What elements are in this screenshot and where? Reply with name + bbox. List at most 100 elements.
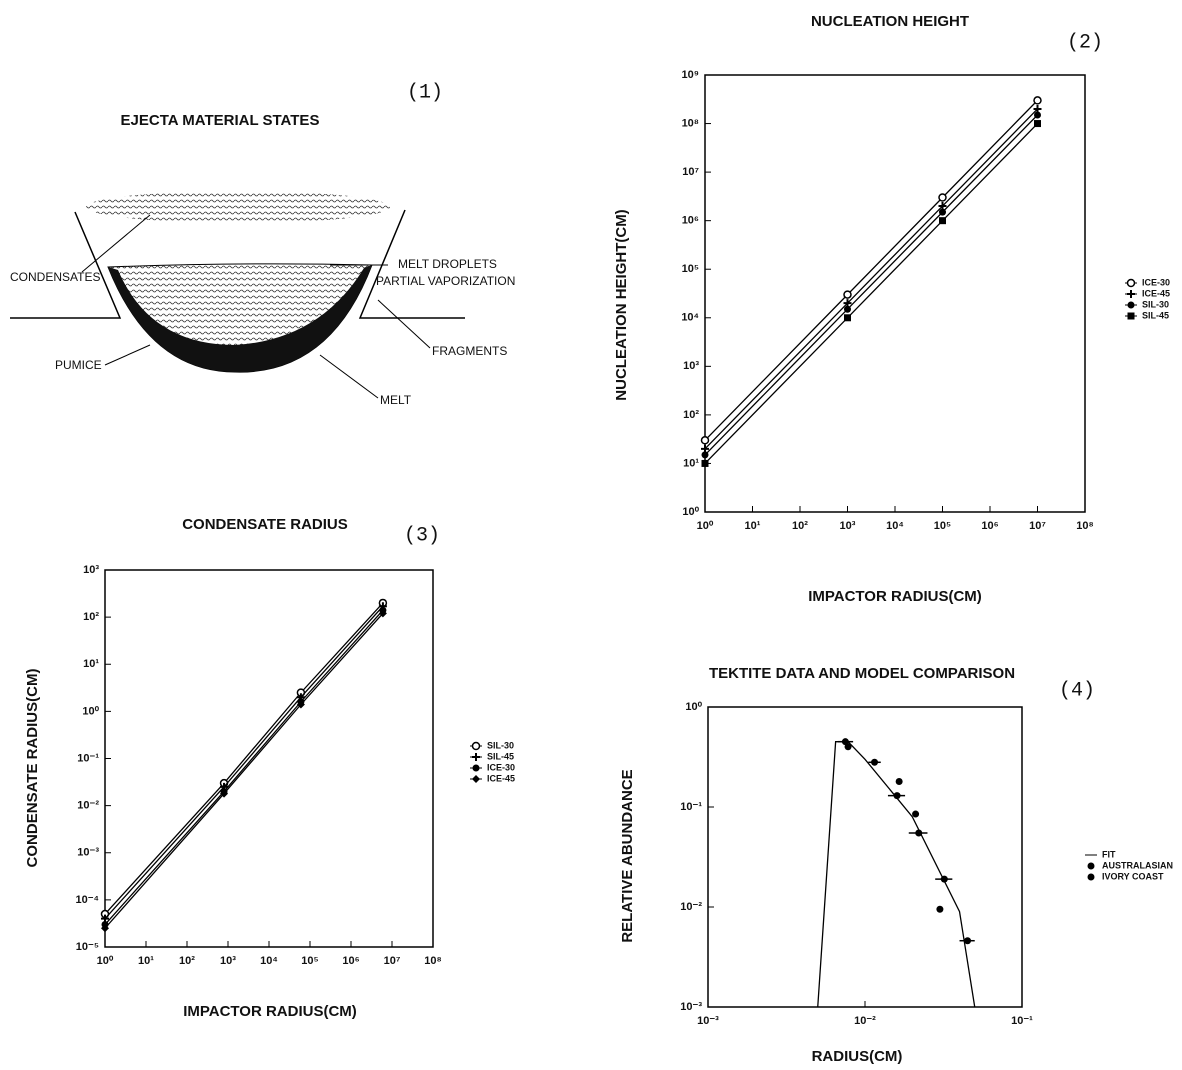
marker bbox=[940, 875, 948, 883]
legend-label: FIT bbox=[1102, 849, 1116, 859]
diagram-label: PUMICE bbox=[55, 358, 102, 372]
y-tick-label: 10⁻² bbox=[680, 901, 702, 913]
x-tick-label: 10⁵ bbox=[934, 520, 951, 532]
series-line bbox=[104, 612, 384, 929]
series-line bbox=[104, 609, 384, 925]
x-tick-label: 10⁵ bbox=[301, 955, 318, 967]
legend-label: SIL-30 bbox=[1142, 299, 1169, 309]
legend-label: ICE-30 bbox=[487, 762, 515, 772]
diagram-label: PARTIAL VAPORIZATION bbox=[376, 274, 515, 288]
legend-label: SIL-30 bbox=[487, 740, 514, 750]
x-tick-label: 10¹ bbox=[745, 520, 761, 532]
legend-label: AUSTRALASIAN bbox=[1102, 860, 1173, 870]
x-tick-label: 10⁻³ bbox=[697, 1015, 719, 1027]
chart-title: CONDENSATE RADIUS bbox=[182, 516, 348, 533]
marker bbox=[964, 937, 972, 945]
series-line bbox=[704, 99, 1038, 441]
leader-lines bbox=[81, 214, 431, 399]
x-tick-label: 10⁶ bbox=[981, 520, 998, 532]
marker bbox=[912, 810, 920, 818]
legend-marker bbox=[472, 753, 480, 761]
plot-frame bbox=[104, 569, 434, 948]
y-tick-label: 10⁹ bbox=[682, 69, 699, 81]
x-tick-label: 10² bbox=[179, 955, 195, 967]
y-axis-label: CONDENSATE RADIUS(CM) bbox=[24, 669, 41, 868]
y-tick-label: 10² bbox=[683, 409, 699, 421]
diagram-label: MELT bbox=[380, 393, 412, 407]
legend-label: SIL-45 bbox=[487, 751, 514, 761]
legend-label: ICE-45 bbox=[487, 773, 515, 783]
marker bbox=[701, 459, 709, 467]
chart-title: TEKTITE DATA AND MODEL COMPARISON bbox=[709, 665, 1015, 682]
panel-label: (2) bbox=[1067, 31, 1103, 54]
legend-label: IVORY COAST bbox=[1102, 871, 1164, 881]
plot-frame bbox=[704, 74, 1086, 513]
x-tick-label: 10³ bbox=[840, 520, 856, 532]
legend-marker bbox=[471, 741, 481, 751]
marker bbox=[220, 789, 229, 798]
x-tick-label: 10⁸ bbox=[424, 955, 441, 967]
marker bbox=[936, 905, 944, 913]
y-tick-label: 10⁻¹ bbox=[77, 752, 99, 764]
y-axis-label: RELATIVE ABUNDANCE bbox=[619, 769, 636, 942]
y-axis-label: NUCLEATION HEIGHT(CM) bbox=[613, 209, 630, 400]
legend-label: ICE-30 bbox=[1142, 277, 1170, 287]
condensate-cloud bbox=[86, 191, 390, 223]
marker bbox=[938, 193, 947, 202]
marker bbox=[895, 777, 903, 785]
marker bbox=[378, 609, 387, 618]
y-tick-label: 10³ bbox=[683, 360, 699, 372]
x-axis-label: RADIUS(CM) bbox=[812, 1048, 903, 1065]
diagram-label: MELT DROPLETS bbox=[398, 257, 497, 271]
x-axis-label: IMPACTOR RADIUS(CM) bbox=[808, 588, 982, 605]
marker bbox=[871, 758, 879, 766]
x-tick-label: 10⁰ bbox=[97, 955, 114, 967]
marker bbox=[893, 792, 901, 800]
y-tick-label: 10⁻⁴ bbox=[76, 894, 99, 906]
y-tick-label: 10⁻³ bbox=[77, 847, 99, 859]
marker bbox=[915, 829, 923, 837]
marker bbox=[939, 217, 946, 225]
x-tick-label: 10⁷ bbox=[384, 955, 401, 967]
diagram-title: EJECTA MATERIAL STATES bbox=[121, 112, 320, 129]
chart-title: NUCLEATION HEIGHT bbox=[811, 13, 969, 30]
marker bbox=[700, 436, 710, 445]
x-tick-label: 10⁶ bbox=[342, 955, 359, 967]
marker bbox=[844, 305, 851, 313]
legend-marker bbox=[1087, 862, 1095, 870]
legend-marker bbox=[1127, 290, 1135, 298]
series-line bbox=[817, 741, 976, 1008]
x-tick-label: 10⁴ bbox=[886, 520, 904, 532]
y-tick-label: 10¹ bbox=[83, 658, 99, 670]
y-tick-label: 10⁰ bbox=[82, 705, 99, 717]
panel-label: (4) bbox=[1059, 679, 1095, 702]
y-tick-label: 10⁻¹ bbox=[680, 801, 702, 813]
plot-frame bbox=[707, 706, 1023, 1008]
y-tick-label: 10¹ bbox=[683, 457, 699, 469]
y-tick-label: 10⁶ bbox=[682, 215, 699, 227]
marker bbox=[939, 208, 946, 216]
y-tick-label: 10³ bbox=[83, 564, 99, 576]
y-tick-label: 10⁰ bbox=[682, 506, 699, 518]
y-tick-label: 10⁰ bbox=[685, 701, 702, 713]
x-tick-label: 10⁴ bbox=[260, 955, 278, 967]
diagram: EJECTA MATERIAL STATES (1) CONDENSATES M… bbox=[10, 81, 515, 407]
x-axis-label: IMPACTOR RADIUS(CM) bbox=[183, 1003, 357, 1020]
series-line bbox=[704, 114, 1038, 456]
y-tick-label: 10⁵ bbox=[682, 263, 699, 275]
x-tick-label: 10⁸ bbox=[1076, 520, 1093, 532]
x-tick-label: 10³ bbox=[220, 955, 236, 967]
marker bbox=[843, 290, 852, 299]
legend-label: ICE-45 bbox=[1142, 288, 1170, 298]
panel-label: (1) bbox=[407, 81, 443, 104]
marker bbox=[844, 314, 851, 322]
y-tick-label: 10² bbox=[83, 611, 99, 623]
series-line bbox=[704, 108, 1038, 450]
x-tick-label: 10¹ bbox=[138, 955, 154, 967]
series-line bbox=[104, 605, 384, 920]
y-tick-label: 10⁻⁵ bbox=[76, 941, 99, 953]
y-tick-label: 10⁴ bbox=[681, 312, 699, 324]
x-tick-label: 10⁻¹ bbox=[1011, 1015, 1033, 1027]
legend-label: SIL-45 bbox=[1142, 310, 1169, 320]
